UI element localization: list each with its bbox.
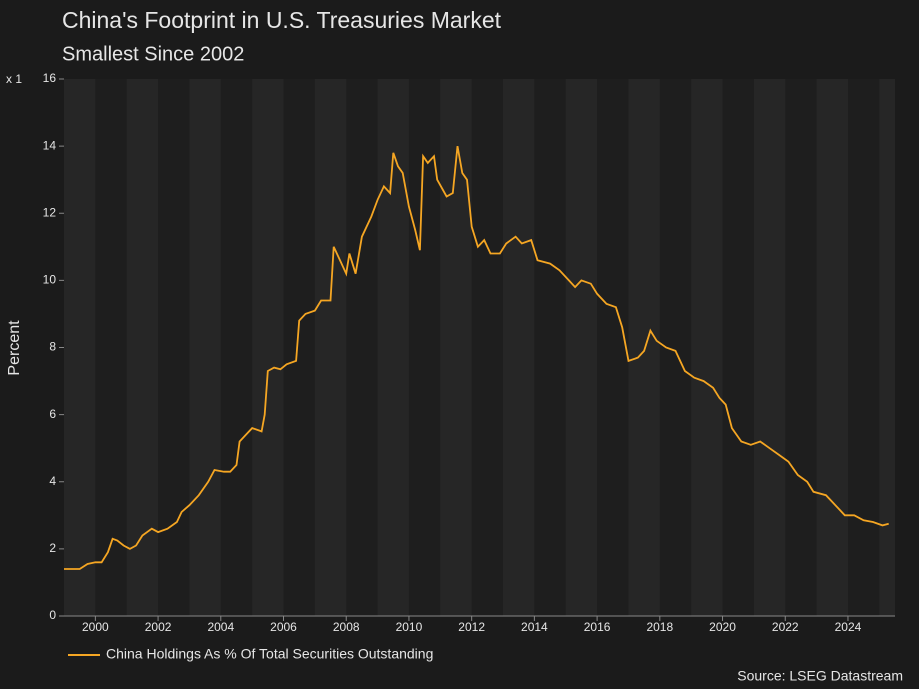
y-tick-label: 16: [43, 71, 57, 85]
y-tick-label: 8: [49, 340, 56, 354]
y-multiplier: x 1: [6, 72, 22, 86]
year-band: [252, 79, 284, 616]
y-tick-label: 14: [43, 138, 57, 152]
year-band: [816, 79, 848, 616]
x-tick-label: 2012: [458, 620, 485, 634]
x-tick-label: 2024: [835, 620, 862, 634]
y-tick-label: 10: [43, 273, 57, 287]
y-tick-label: 6: [49, 407, 56, 421]
y-tick-label: 2: [49, 541, 56, 555]
x-tick-label: 2008: [333, 620, 360, 634]
x-tick-label: 2002: [145, 620, 172, 634]
year-band: [314, 79, 347, 616]
source: Source: LSEG Datastream: [737, 668, 903, 684]
year-band: [628, 79, 660, 616]
year-band: [565, 79, 598, 616]
x-tick-label: 2006: [270, 620, 297, 634]
year-band: [189, 79, 221, 616]
y-tick-label: 4: [49, 474, 56, 488]
chart-subtitle: Smallest Since 2002: [62, 43, 244, 65]
data-line: [64, 145, 889, 570]
year-band: [377, 79, 409, 616]
y-tick-label: 12: [43, 205, 57, 219]
x-tick-label: 2010: [396, 620, 423, 634]
year-band: [503, 79, 535, 616]
y-tick-label: 0: [49, 608, 56, 622]
year-band: [126, 79, 159, 616]
year-band: [64, 79, 96, 616]
chart-title: China's Footprint in U.S. Treasuries Mar…: [62, 7, 502, 33]
x-tick-label: 2000: [82, 620, 109, 634]
x-tick-label: 2004: [207, 620, 234, 634]
x-tick-label: 2020: [709, 620, 736, 634]
year-band: [753, 79, 786, 616]
x-tick-label: 2016: [584, 620, 611, 634]
x-tick-label: 2018: [646, 620, 673, 634]
x-tick-label: 2022: [772, 620, 799, 634]
x-tick-label: 2014: [521, 620, 548, 634]
y-axis-label: Percent: [6, 320, 23, 376]
year-band: [691, 79, 723, 616]
legend-label: China Holdings As % Of Total Securities …: [106, 646, 433, 662]
year-band: [879, 79, 895, 616]
